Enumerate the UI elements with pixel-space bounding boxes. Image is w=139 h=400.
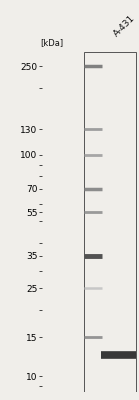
Text: [kDa]: [kDa] [41, 38, 64, 47]
Bar [84, 52, 136, 392]
Text: A-431: A-431 [112, 14, 137, 38]
